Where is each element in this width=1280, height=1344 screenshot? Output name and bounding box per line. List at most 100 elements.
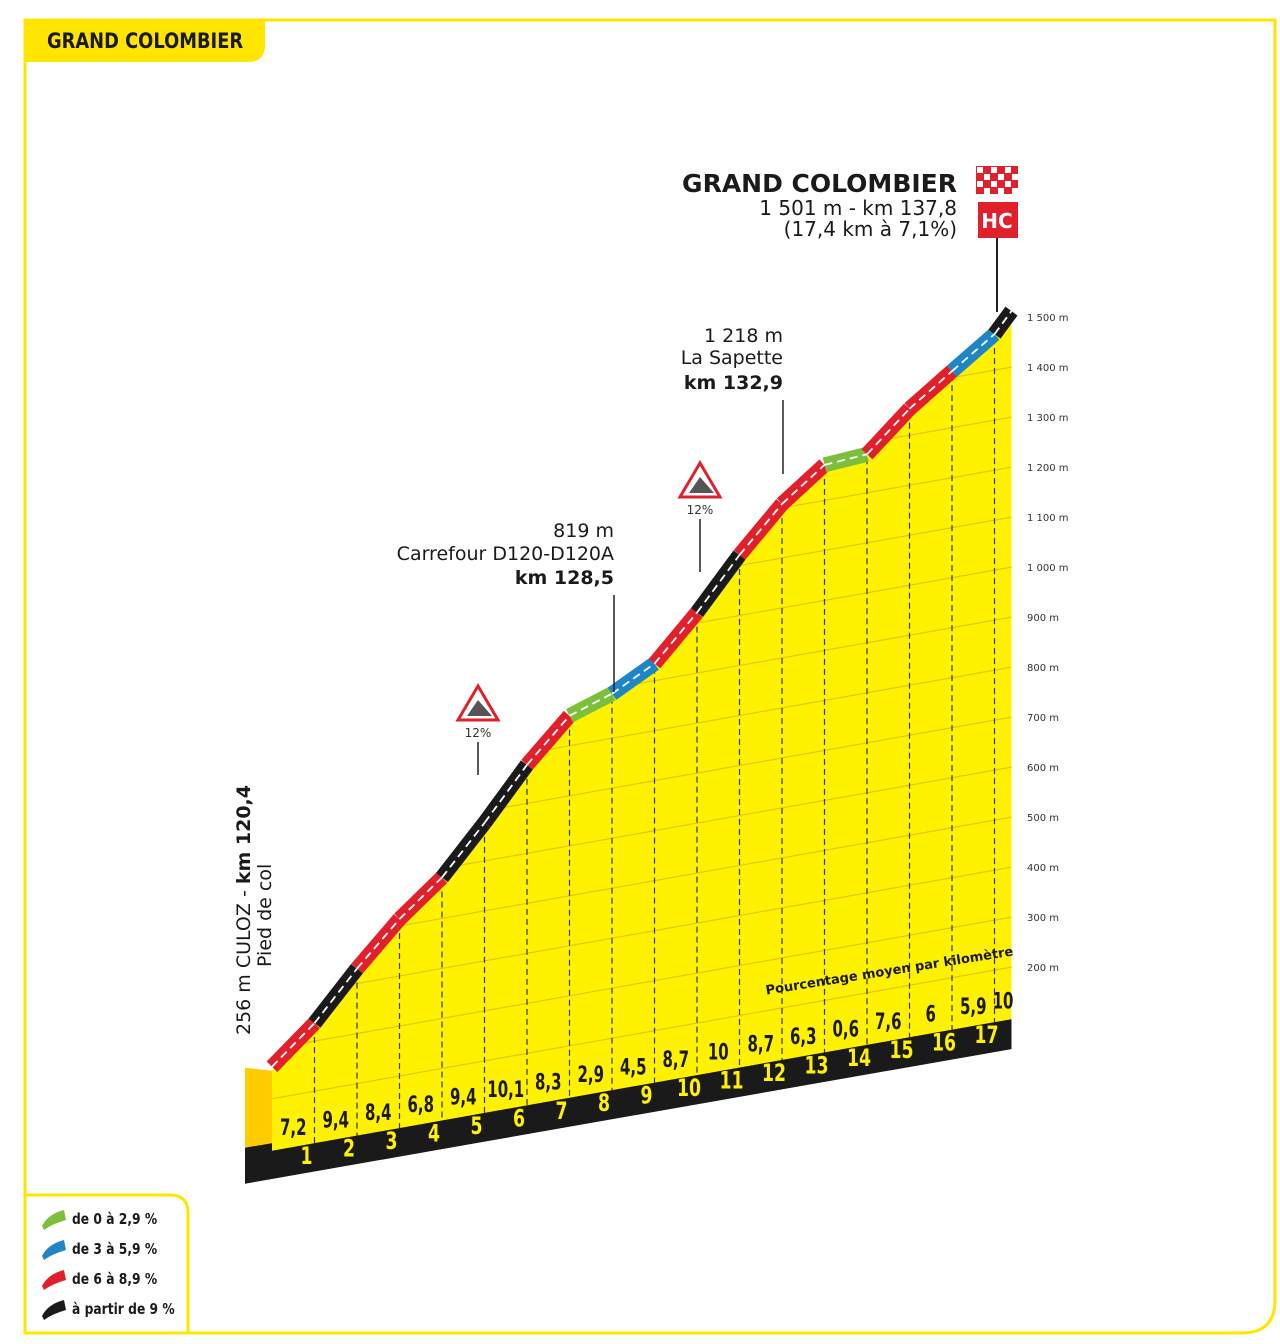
y-tick-label: 1 300 m xyxy=(1027,413,1069,424)
annotation-km: km 132,9 xyxy=(684,372,783,394)
km-label: 15 xyxy=(889,1036,913,1064)
km-label: 16 xyxy=(932,1029,956,1057)
grade-label: 9,4 xyxy=(323,1109,349,1134)
steep-label: 12% xyxy=(465,726,492,740)
summit-category: HC xyxy=(981,209,1012,233)
grid-line xyxy=(272,866,1012,1005)
y-tick-label: 300 m xyxy=(1027,913,1059,924)
grid-line xyxy=(272,966,1012,1105)
road-centerline xyxy=(993,310,1013,335)
road-centerline xyxy=(611,662,656,695)
legend-label: de 0 à 2,9 % xyxy=(72,1211,157,1228)
grade-label: 10 xyxy=(993,990,1014,1015)
km-label: 13 xyxy=(804,1052,828,1080)
y-tick-label: 400 m xyxy=(1027,863,1059,874)
check xyxy=(1012,188,1018,194)
steep-label: 12% xyxy=(687,503,714,517)
road-centerline xyxy=(908,370,953,410)
check xyxy=(1005,167,1011,173)
annotation-name: La Sapette xyxy=(681,347,783,369)
side-face xyxy=(245,1067,272,1151)
y-tick-label: 1 500 m xyxy=(1027,313,1069,324)
road-centerline xyxy=(569,692,613,717)
road-centerline xyxy=(483,764,528,824)
grade-label: 9,4 xyxy=(450,1086,476,1111)
check xyxy=(984,188,990,194)
road-centerline xyxy=(653,611,698,665)
y-tick-label: 800 m xyxy=(1027,663,1059,674)
legend-label: à partir de 9 % xyxy=(72,1301,175,1318)
title-tab xyxy=(25,20,265,62)
grade-label: 10,1 xyxy=(487,1078,524,1103)
grade-label: 6 xyxy=(926,1003,936,1028)
road-centerline xyxy=(866,408,911,455)
y-tick-label: 1 000 m xyxy=(1027,563,1069,574)
road-centerline xyxy=(781,464,826,505)
start-label: 256 m CULOZ - km 120,4 Pied de col xyxy=(233,785,276,1035)
legend-swatch xyxy=(42,1240,66,1260)
annotation-elevation: 819 m xyxy=(553,520,614,542)
road-centerline xyxy=(356,918,401,970)
km-label: 3 xyxy=(385,1127,397,1155)
grade-label: 5,9 xyxy=(960,995,986,1020)
grade-label: 6,8 xyxy=(408,1094,434,1119)
check xyxy=(1012,174,1018,180)
legend-label: de 3 à 5,9 % xyxy=(72,1241,157,1258)
grade-label: 8,4 xyxy=(365,1101,391,1126)
hc-flag xyxy=(978,202,1018,238)
km-label: 7 xyxy=(555,1097,567,1125)
frame xyxy=(23,18,1277,1335)
grade-label: 4,5 xyxy=(620,1056,646,1081)
y-tick-label: 700 m xyxy=(1027,713,1059,724)
km-label: 8 xyxy=(598,1089,610,1117)
road-centerline xyxy=(696,554,741,614)
grid-line xyxy=(272,916,1012,1055)
road-centerline xyxy=(441,822,486,879)
y-tick-label: 1 400 m xyxy=(1027,363,1069,374)
steep-marker: 12% xyxy=(677,460,723,572)
grade-label: 8,7 xyxy=(748,1033,774,1058)
check xyxy=(977,167,983,173)
legend-label: de 6 à 8,9 % xyxy=(72,1271,157,1288)
grade-label: 0,6 xyxy=(833,1018,859,1043)
km-label: 4 xyxy=(428,1120,440,1148)
start-text: 256 m CULOZ - km 120,4 xyxy=(233,785,255,1035)
check xyxy=(977,181,983,187)
legend-box xyxy=(23,1193,190,1335)
legend: de 0 à 2,9 % de 3 à 5,9 % de 6 à 8,9 % à pa… xyxy=(42,1210,175,1320)
check xyxy=(998,174,1004,180)
km-label: 2 xyxy=(343,1135,355,1163)
km-label: 14 xyxy=(847,1044,871,1072)
km-label: 10 xyxy=(677,1074,701,1102)
road-centerline xyxy=(738,503,783,556)
km-label: 1 xyxy=(300,1142,312,1170)
grade-label: 2,9 xyxy=(578,1063,604,1088)
base-band xyxy=(245,1019,1012,1184)
summit-detail: 1 501 m - km 137,8 xyxy=(759,196,957,220)
annotation-name: Carrefour D120-D120A xyxy=(397,543,614,565)
grade-label: 8,7 xyxy=(663,1048,689,1073)
annotation-elevation: 1 218 m xyxy=(704,325,783,347)
grade-label: 10 xyxy=(708,1041,729,1066)
km-label: 5 xyxy=(470,1112,482,1140)
y-tick-label: 200 m xyxy=(1027,963,1059,974)
steep-marker: 12% xyxy=(455,683,501,775)
start-sub: Pied de col xyxy=(254,864,276,967)
y-tick-label: 1 200 m xyxy=(1027,463,1069,474)
km-label: 12 xyxy=(762,1059,786,1087)
y-tick-label: 1 100 m xyxy=(1027,513,1069,524)
legend-swatch xyxy=(42,1300,66,1320)
y-tick-label: 500 m xyxy=(1027,813,1059,824)
road-centerline xyxy=(271,1022,316,1068)
road-centerline xyxy=(398,876,443,920)
road-centerline xyxy=(313,968,358,1024)
grade-label: 8,3 xyxy=(535,1071,561,1096)
summit-stats: (17,4 km à 7,1%) xyxy=(784,217,957,241)
legend-swatch xyxy=(42,1270,66,1290)
checkered-flag xyxy=(976,166,1018,194)
summit-name: GRAND COLOMBIER xyxy=(682,169,957,198)
km-label: 6 xyxy=(513,1105,525,1133)
check xyxy=(1005,181,1011,187)
y-tick-label: 900 m xyxy=(1027,613,1059,624)
